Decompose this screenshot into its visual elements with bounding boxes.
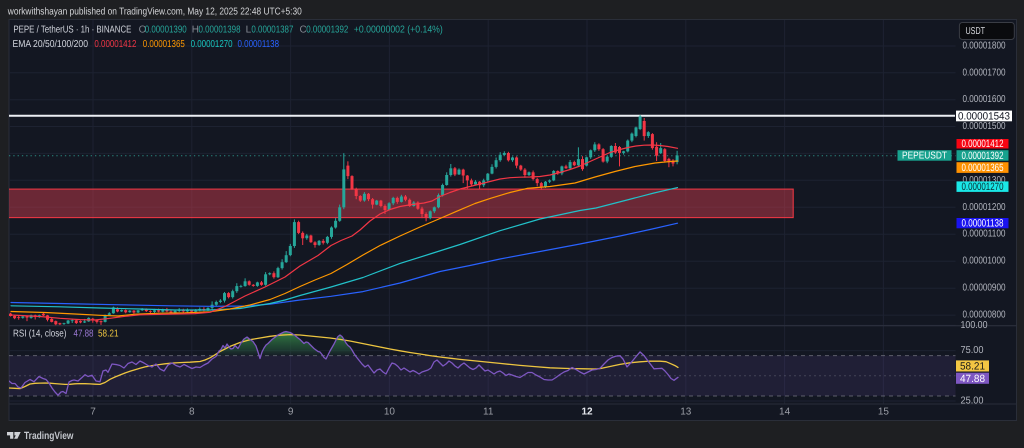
svg-text:0.00001543: 0.00001543 [958,110,1010,122]
svg-text:15: 15 [878,407,890,418]
svg-text:H: H [192,25,199,36]
svg-text:0.00001138: 0.00001138 [962,218,1004,230]
svg-text:L: L [246,25,252,36]
svg-text:14: 14 [779,407,791,418]
svg-text:0.00000800: 0.00000800 [963,309,1006,320]
svg-text:7: 7 [90,407,96,418]
svg-text:PEPE / TetherUS · 1h · BINANCE: PEPE / TetherUS · 1h · BINANCE [13,25,131,36]
svg-text:0.00001398: 0.00001398 [199,25,241,36]
svg-text:0.00001500: 0.00001500 [963,121,1006,132]
svg-text:workwithshayan published on Tr: workwithshayan published on TradingView.… [7,6,302,17]
svg-text:0.00001600: 0.00001600 [963,94,1006,105]
svg-text:58.21: 58.21 [98,329,119,340]
svg-text:13: 13 [680,407,692,418]
svg-text:0.00001138: 0.00001138 [238,39,280,50]
svg-text:PEPEUSDT: PEPEUSDT [902,151,947,162]
svg-text:75.00: 75.00 [961,345,984,356]
svg-text:0.00001365: 0.00001365 [143,39,185,50]
svg-text:0.00001300: 0.00001300 [963,175,1006,186]
svg-text:0.00001390: 0.00001390 [145,25,187,36]
svg-text:9: 9 [288,407,294,418]
svg-text:0.00001100: 0.00001100 [963,229,1006,240]
svg-text:0.00001392: 0.00001392 [962,150,1004,162]
svg-text:0.00001200: 0.00001200 [963,202,1006,213]
svg-text:0.00001700: 0.00001700 [963,67,1006,78]
svg-text:12: 12 [581,407,593,418]
svg-text:0.00001387: 0.00001387 [251,25,293,36]
svg-text:0.00001365: 0.00001365 [962,162,1004,174]
svg-text:8: 8 [189,407,195,418]
svg-text:0.00001392: 0.00001392 [306,25,348,36]
svg-text:0.00000900: 0.00000900 [963,283,1006,294]
svg-text:25.00: 25.00 [961,396,984,407]
svg-text:EMA 20/50/100/200: EMA 20/50/100/200 [13,39,89,50]
svg-text:11: 11 [483,407,494,418]
svg-text:0.00001412: 0.00001412 [962,138,1004,150]
svg-text:O: O [139,25,147,36]
svg-text:0.00001000: 0.00001000 [963,256,1006,267]
svg-text:C: C [300,25,307,36]
svg-text:TradingView: TradingView [24,430,74,442]
svg-text:58.21: 58.21 [960,360,985,372]
svg-text:0.00001800: 0.00001800 [963,40,1006,51]
svg-text:100.00: 100.00 [961,320,988,331]
svg-text:47.88: 47.88 [960,373,985,385]
svg-text:+0.00000002 (+0.14%): +0.00000002 (+0.14%) [354,25,443,36]
svg-text:USDT: USDT [966,26,986,37]
svg-text:RSI (14, close): RSI (14, close) [13,329,67,340]
svg-text:0.00001270: 0.00001270 [191,39,233,50]
svg-text:0.00001270: 0.00001270 [962,181,1004,193]
svg-text:10: 10 [384,407,396,418]
svg-text:0.00001412: 0.00001412 [94,39,136,50]
svg-text:47.88: 47.88 [74,329,94,340]
